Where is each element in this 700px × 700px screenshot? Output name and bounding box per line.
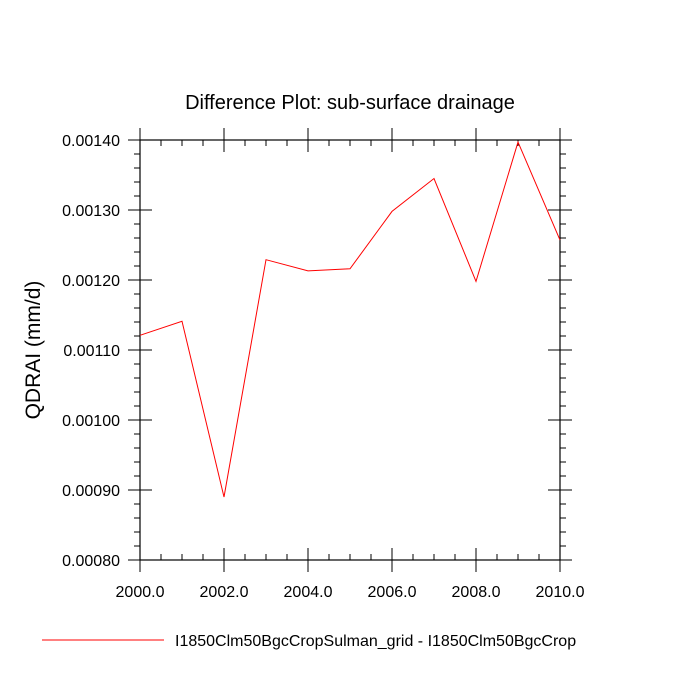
y-tick-label: 0.00130 [62, 203, 120, 220]
x-tick-label: 2008.0 [452, 584, 501, 601]
axis-ticks [128, 128, 572, 572]
x-tick-label: 2006.0 [368, 584, 417, 601]
tick-labels: 2000.0 2002.0 2004.0 2006.0 2008.0 2010.0 0.00… [62, 133, 584, 601]
series-line [139, 140, 561, 498]
y-axis-label: QDRAI (mm/d) [22, 281, 45, 420]
y-tick-label: 0.00110 [63, 343, 120, 360]
y-tick-label: 0.00090 [62, 483, 120, 500]
series-group [139, 140, 561, 498]
y-tick-label: 0.00140 [62, 133, 120, 150]
x-tick-label: 2002.0 [200, 584, 249, 601]
legend: I1850Clm50BgcCropSulman_grid - I1850Clm5… [42, 633, 576, 650]
legend-label: I1850Clm50BgcCropSulman_grid - I1850Clm5… [175, 633, 576, 650]
x-tick-label: 2010.0 [536, 584, 585, 601]
y-tick-label: 0.00120 [62, 273, 120, 290]
x-tick-label: 2000.0 [116, 584, 165, 601]
y-tick-label: 0.00080 [62, 553, 120, 570]
plot-frame [139, 139, 561, 561]
y-tick-label: 0.00100 [62, 413, 120, 430]
chart-title: Difference Plot: sub-surface drainage [185, 92, 515, 114]
x-tick-label: 2004.0 [284, 584, 333, 601]
